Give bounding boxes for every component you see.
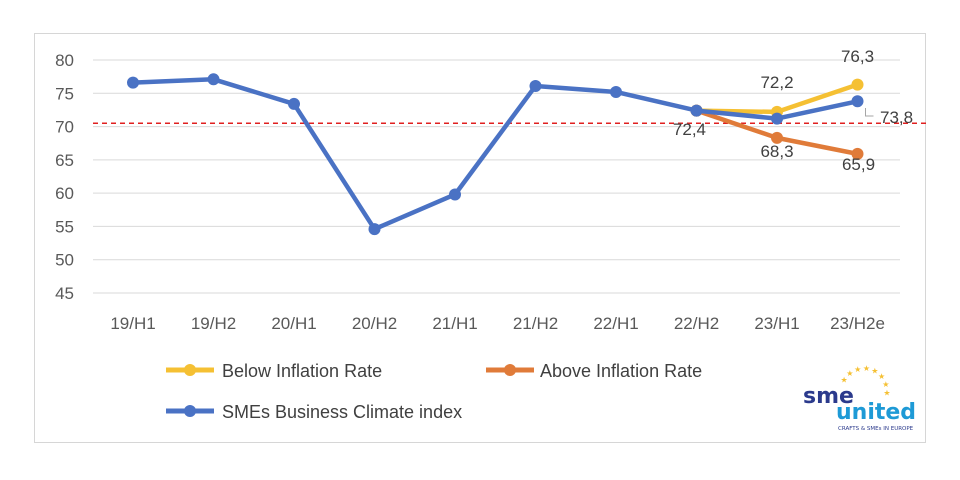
y-tick-label: 55 (55, 217, 74, 236)
x-axis-ticks: 19/H1 19/H2 20/H1 20/H2 21/H1 21/H2 22/H1 22/H2… (110, 314, 885, 333)
legend-marker-above (504, 364, 516, 376)
data-point (771, 112, 783, 125)
legend: Below Inflation Rate Above Inflation Rat… (166, 361, 702, 422)
data-label: 65,9 (842, 155, 875, 174)
series-line (132, 77, 858, 232)
star-icon: ★ (883, 389, 890, 398)
chart-frame (34, 33, 926, 443)
data-label: 72,4 (673, 120, 706, 139)
label-leader-line (865, 108, 874, 117)
y-tick-label: 75 (55, 84, 74, 103)
legend-item-above-inflation: Above Inflation Rate (486, 361, 702, 381)
data-point (771, 131, 783, 144)
y-tick-label: 60 (55, 184, 74, 203)
legend-marker-below (184, 364, 196, 376)
data-point (851, 78, 864, 91)
star-icon: ★ (878, 372, 885, 381)
star-icon: ★ (854, 365, 861, 374)
y-axis-ticks: 80 75 70 65 60 55 50 45 (55, 51, 74, 303)
x-tick-label: 19/H1 (110, 314, 155, 333)
data-point (851, 147, 864, 160)
x-tick-label: 22/H1 (593, 314, 638, 333)
logo-tagline: CRAFTS & SMEs IN EUROPE (838, 426, 914, 432)
legend-label-above: Above Inflation Rate (540, 361, 702, 381)
data-label: 68,3 (760, 142, 793, 161)
star-icon: ★ (882, 380, 889, 389)
y-tick-label: 65 (55, 151, 74, 170)
logo-text-united: united (836, 400, 916, 425)
data-point (288, 97, 300, 110)
data-point (610, 85, 622, 98)
star-icon: ★ (840, 376, 847, 385)
x-tick-label: 23/H1 (754, 314, 799, 333)
data-label: 72,2 (760, 73, 793, 92)
data-point (851, 95, 864, 108)
data-labels: 72,2 76,3 72,4 68,3 65,9 73,8 (673, 47, 913, 174)
y-tick-label: 80 (55, 51, 74, 70)
legend-marker-index (184, 405, 196, 417)
y-tick-label: 45 (55, 284, 74, 303)
star-icon: ★ (863, 364, 870, 373)
legend-item-sme-index: SMEs Business Climate index (166, 402, 462, 422)
x-tick-label: 20/H2 (352, 314, 397, 333)
data-label: 76,3 (841, 47, 874, 66)
data-point (690, 104, 703, 117)
data-point (207, 73, 220, 86)
sme-united-logo: ★★ ★ ★ ★★★★ sme united CRAFTS & SMEs IN EUR… (803, 364, 916, 432)
gridlines (93, 59, 900, 294)
x-tick-label: 22/H2 (674, 314, 719, 333)
x-tick-label: 23/H2e (830, 314, 885, 333)
x-tick-label: 20/H1 (271, 314, 316, 333)
legend-item-below-inflation: Below Inflation Rate (166, 361, 382, 381)
logo-text-sme: sme (803, 384, 854, 409)
x-tick-label: 19/H2 (191, 314, 236, 333)
x-tick-label: 21/H2 (513, 314, 558, 333)
legend-label-below: Below Inflation Rate (222, 361, 382, 381)
legend-label-index: SMEs Business Climate index (222, 402, 462, 422)
eu-stars-icon: ★★ ★ ★ ★★★★ (840, 364, 890, 397)
data-point (529, 79, 542, 92)
star-icon: ★ (846, 369, 853, 378)
y-tick-label: 50 (55, 251, 74, 270)
series-lines (127, 73, 864, 236)
data-label: 73,8 (880, 108, 913, 127)
x-tick-label: 21/H1 (432, 314, 477, 333)
data-point (449, 188, 461, 201)
y-tick-label: 70 (55, 118, 74, 137)
star-icon: ★ (871, 367, 878, 376)
data-point (368, 223, 381, 236)
data-point (127, 76, 139, 89)
